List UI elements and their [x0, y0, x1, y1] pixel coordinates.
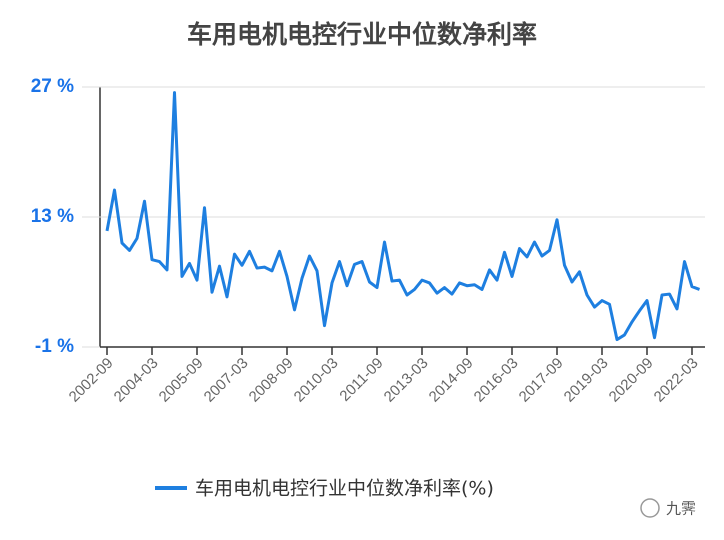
x-tick-label: 2011-09	[336, 355, 386, 405]
x-tick-label: 2014-09	[426, 355, 477, 406]
x-tick-label: 2008-09	[246, 355, 297, 406]
y-tick-label: 13 %	[31, 206, 74, 227]
x-tick-label: 2010-03	[291, 355, 342, 406]
x-tick-label: 2019-03	[561, 355, 612, 406]
x-tick-label: 2020-09	[606, 355, 657, 406]
y-tick-label: -1 %	[35, 336, 74, 357]
x-tick-label: 2002-09	[66, 355, 117, 406]
watermark: 九霁	[666, 500, 696, 518]
x-tick-label: 2005-09	[156, 355, 207, 406]
watermark-icon	[640, 498, 660, 518]
line-series	[105, 91, 701, 342]
x-tick-label: 2007-03	[201, 355, 252, 406]
x-tick-label: 2022-03	[651, 355, 702, 406]
chart-title: 车用电机电控行业中位数净利率	[187, 20, 537, 49]
y-tick-label: 27 %	[31, 76, 74, 97]
x-tick-label: 2013-03	[381, 355, 432, 406]
x-tick-label: 2017-09	[516, 355, 567, 406]
x-tick-label: 2004-03	[111, 355, 162, 406]
x-tick-label: 2016-03	[471, 355, 522, 406]
legend-label: 车用电机电控行业中位数净利率(%)	[195, 478, 494, 500]
